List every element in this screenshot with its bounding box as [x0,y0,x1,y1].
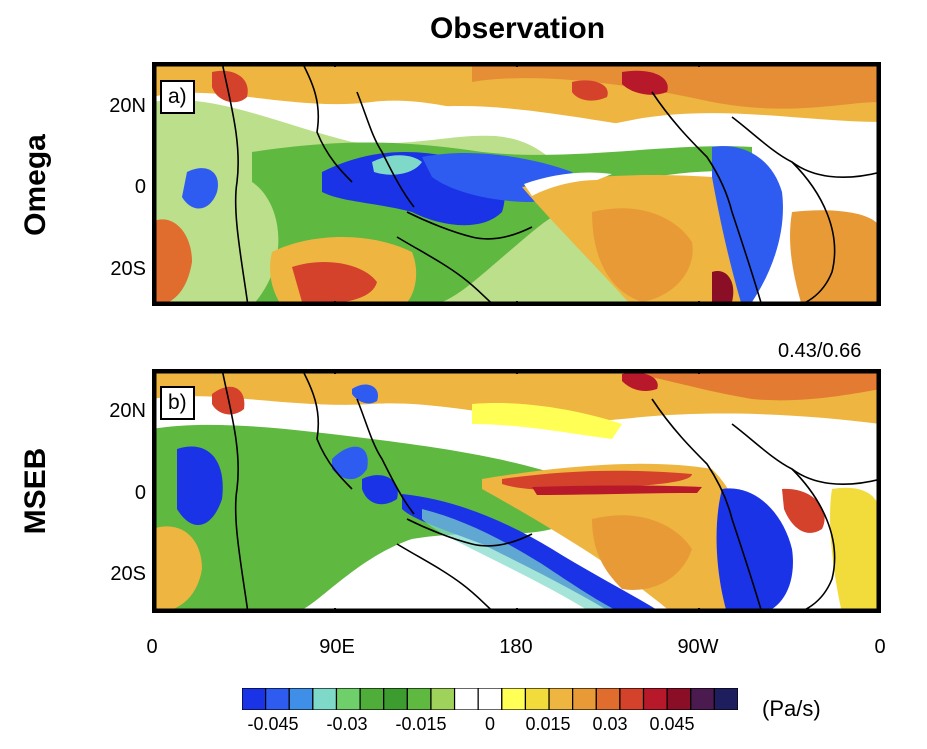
colorbar-label: 0 [484,714,495,734]
lat-label-0-b: 0 [134,482,146,504]
colorbar-unit: (Pa/s) [762,696,821,721]
colorbar-swatch [288,688,314,710]
figure-title: Observation [429,12,606,45]
colorbar-swatch [312,688,338,710]
colorbar-swatch [642,688,668,710]
colorbar-swatch [572,688,597,710]
colorbar-label: 0.015 [525,714,571,734]
colorbar-label: -0.045 [247,714,299,734]
colorbar-label: -0.03 [326,714,368,734]
colorbar-swatch [477,688,503,710]
lat-label-20n-a: 20N [109,95,146,117]
colorbar-swatch [619,688,645,710]
row-label-omega: Omega [19,134,52,236]
colorbar-swatch [335,688,361,710]
row-label-mseb: MSEB [19,447,52,535]
panel-tag-b: b) [160,386,195,420]
colorbar-swatch [595,688,621,710]
lon-label-90e: 90E [319,636,355,658]
colorbar-swatch [359,688,385,710]
colorbar-label: -0.015 [395,714,447,734]
colorbar-swatch [242,688,267,710]
colorbar-label: 0.045 [649,714,695,734]
lat-label-20n-b: 20N [109,400,146,422]
lat-label-20s-b: 20S [110,563,146,585]
lat-label-0-a: 0 [134,176,146,198]
omega-map [152,62,881,306]
colorbar-swatch [383,688,408,710]
colorbar-swatch [690,688,715,710]
colorbar-swatch [524,688,550,710]
lon-label-0-left: 0 [146,636,158,658]
colorbar-swatch [406,688,432,710]
map-frame [152,62,881,306]
mseb-map [152,369,881,613]
colorbar [242,688,738,710]
colorbar-swatch [548,688,574,710]
correlation-label: 0.43/0.66 [778,340,862,362]
lon-label-90w: 90W [677,636,719,658]
lon-label-180: 180 [499,636,533,658]
colorbar-swatch [453,688,479,710]
colorbar-swatch [666,688,692,710]
colorbar-swatch [430,688,456,710]
coastlines [221,369,881,613]
lon-label-0-right: 0 [874,636,886,658]
colorbar-swatch [501,688,527,710]
colorbar-label: 0.03 [592,714,628,734]
colorbar-swatch [265,688,290,710]
lat-label-20s-a: 20S [110,258,146,280]
colorbar-swatch [713,688,738,710]
mseb-field-patches [152,369,881,613]
map-frame [152,369,881,613]
panel-tag-a: a) [160,80,195,114]
omega-field-patches [152,62,881,306]
